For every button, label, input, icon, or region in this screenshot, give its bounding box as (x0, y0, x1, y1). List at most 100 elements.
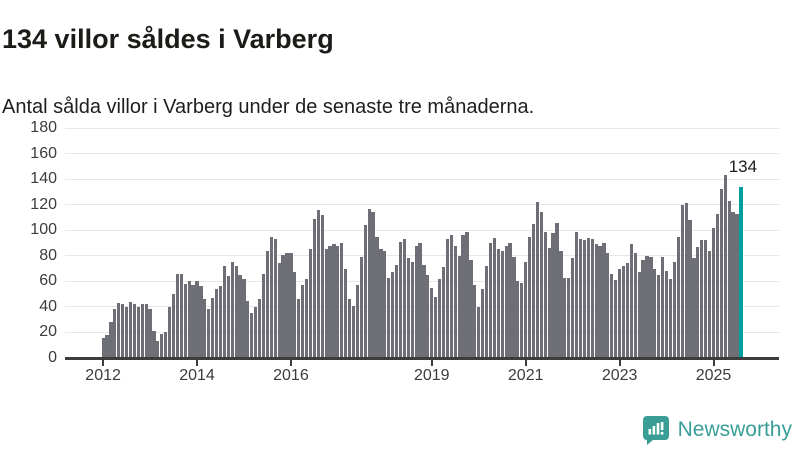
bar (250, 313, 254, 358)
bar (242, 278, 246, 358)
newsworthy-logo[interactable]: Newsworthy (642, 415, 792, 445)
bar (602, 243, 606, 358)
bar (124, 306, 129, 358)
bar (226, 276, 230, 358)
bar (418, 243, 422, 358)
bar (414, 245, 418, 358)
bar (277, 263, 281, 358)
bar (391, 272, 395, 358)
bar (496, 249, 500, 358)
bar (594, 244, 598, 358)
bar (285, 253, 289, 358)
bar (543, 231, 547, 358)
bar (387, 277, 391, 358)
x-axis-label: 2019 (413, 367, 450, 384)
bar (578, 239, 583, 358)
bar (379, 249, 383, 358)
bar (426, 274, 430, 358)
bar (661, 257, 665, 358)
bar (465, 231, 469, 358)
bar (672, 262, 676, 358)
gridline (65, 178, 779, 180)
bar (457, 255, 461, 358)
bar (676, 236, 680, 358)
bar (516, 281, 520, 358)
bar (199, 286, 203, 358)
x-axis-tick (430, 358, 433, 366)
bar (430, 287, 434, 358)
bar (649, 257, 653, 358)
bar (308, 249, 313, 358)
bar (117, 303, 121, 358)
bar (406, 258, 410, 358)
bar (633, 253, 637, 358)
bar (477, 306, 481, 358)
bar (351, 305, 356, 358)
bar (438, 278, 442, 358)
bar (328, 245, 332, 358)
x-axis-tick (712, 358, 715, 366)
bar (105, 335, 109, 358)
bar (641, 259, 645, 358)
bar (574, 231, 579, 358)
x-axis-tick (196, 358, 198, 366)
bar (312, 218, 316, 358)
bar (441, 267, 446, 358)
bar (148, 309, 152, 358)
bar (101, 337, 105, 358)
bar (394, 264, 399, 358)
bar (551, 232, 555, 358)
bar (398, 241, 403, 358)
bar (410, 262, 414, 358)
bar (332, 244, 336, 358)
x-axis-tick (618, 358, 621, 366)
bar (340, 243, 344, 358)
bar (383, 250, 387, 358)
x-axis-tick (524, 358, 527, 366)
bar (254, 306, 258, 358)
bar (567, 277, 571, 358)
y-axis-label: 20 (39, 323, 57, 341)
bar (136, 306, 140, 358)
bar (688, 220, 692, 358)
y-axis-label: 160 (30, 144, 57, 162)
bar (293, 272, 297, 358)
bar (461, 235, 465, 358)
bar (168, 306, 172, 358)
bar (324, 249, 328, 358)
bar (520, 282, 524, 358)
bar (320, 214, 324, 358)
bar (195, 281, 199, 358)
bar (668, 278, 673, 358)
newsworthy-wordmark: Newsworthy (677, 418, 792, 441)
bar (484, 266, 489, 358)
x-axis-label: 2021 (507, 367, 544, 384)
bar (614, 280, 618, 358)
bar (700, 240, 704, 358)
bar (711, 227, 716, 358)
bar (645, 255, 649, 358)
bar (140, 304, 144, 358)
bar (500, 250, 504, 358)
bar (696, 246, 700, 358)
bar (304, 278, 309, 358)
y-axis-label: 120 (30, 195, 57, 213)
bar (445, 239, 450, 358)
highlight-value-label: 134 (728, 157, 758, 176)
bar (680, 204, 684, 358)
bar (664, 271, 669, 358)
bar (222, 266, 226, 358)
gridline (65, 153, 779, 155)
bar (731, 212, 735, 358)
bar (207, 309, 211, 358)
bar (281, 254, 285, 358)
bar (183, 283, 187, 358)
bar (629, 244, 633, 358)
gridline (65, 306, 779, 308)
bar (363, 225, 367, 358)
bar (637, 272, 641, 358)
x-axis-line (65, 357, 779, 360)
bar (301, 285, 305, 358)
bar (555, 222, 559, 358)
bar (132, 304, 136, 358)
